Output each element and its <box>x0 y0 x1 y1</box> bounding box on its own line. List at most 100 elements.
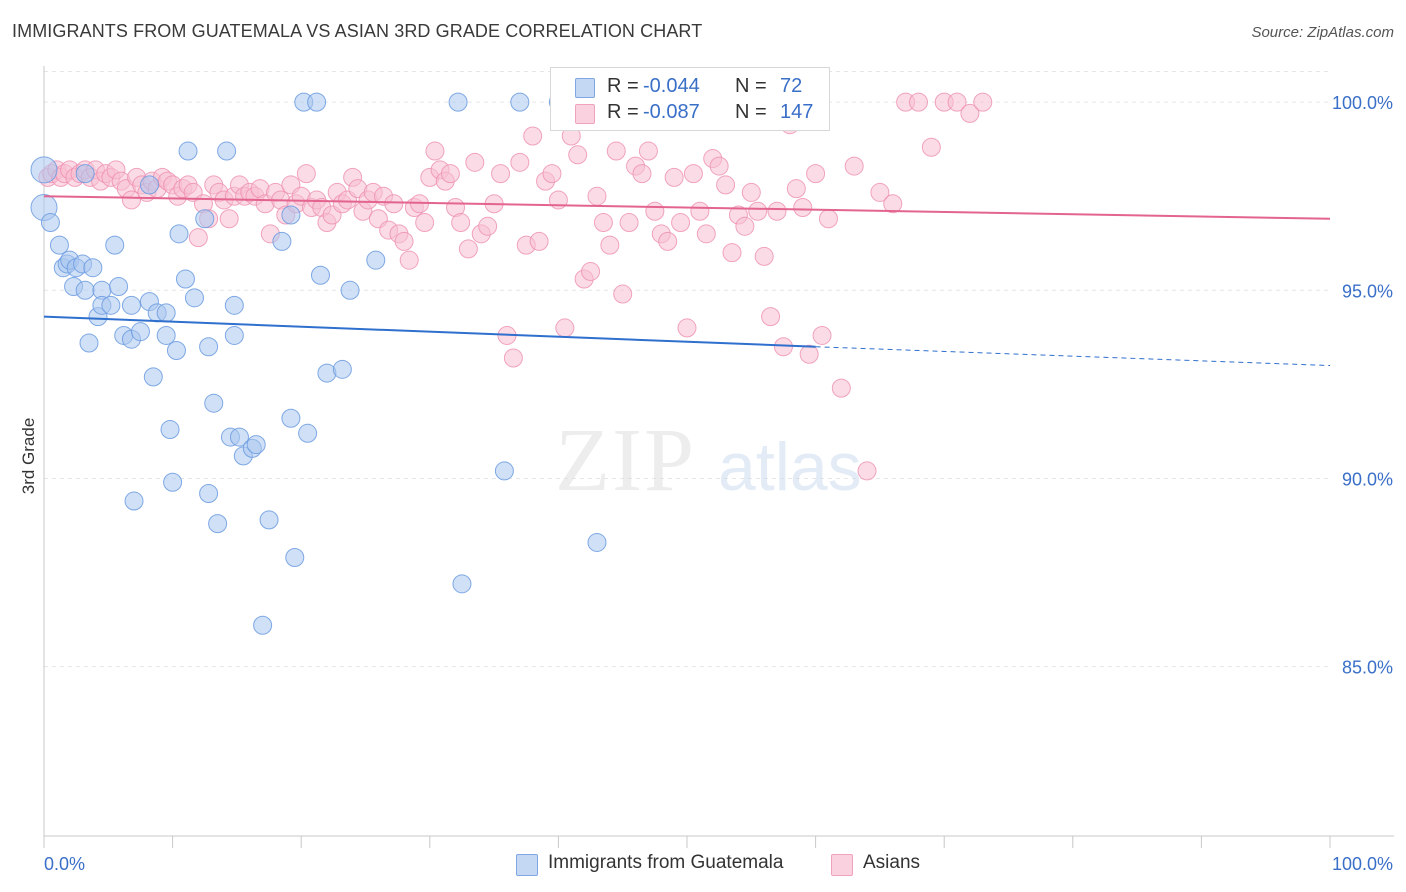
point-guatemala <box>246 435 266 455</box>
point-guatemala <box>204 393 224 413</box>
point-asians <box>638 141 658 161</box>
point-guatemala <box>452 574 472 594</box>
point-guatemala <box>259 510 279 530</box>
point-asians <box>451 213 471 233</box>
point-asians <box>677 318 697 338</box>
legend-r-label: R = <box>607 75 639 97</box>
point-asians <box>529 231 549 251</box>
point-asians <box>587 186 607 206</box>
point-asians <box>542 164 562 184</box>
watermark-atlas: atlas <box>718 429 862 505</box>
point-guatemala <box>156 303 176 323</box>
point-guatemala <box>143 367 163 387</box>
point-guatemala <box>40 213 60 233</box>
point-guatemala <box>224 295 244 315</box>
point-asians <box>296 164 316 184</box>
point-guatemala <box>83 258 103 278</box>
point-asians <box>696 224 716 244</box>
point-asians <box>478 216 498 236</box>
point-asians <box>690 201 710 221</box>
point-guatemala <box>101 295 121 315</box>
point-asians <box>425 141 445 161</box>
point-guatemala <box>217 141 237 161</box>
watermark: ZIP atlas <box>555 411 862 510</box>
point-guatemala <box>124 491 144 511</box>
y-tick-label: 100.0% <box>1332 93 1393 113</box>
point-asians <box>394 231 414 251</box>
point-guatemala <box>169 224 189 244</box>
point-asians <box>600 235 620 255</box>
point-asians <box>632 164 652 184</box>
point-guatemala <box>199 337 219 357</box>
point-asians <box>121 190 141 210</box>
point-asians <box>883 194 903 214</box>
point-guatemala <box>156 325 176 345</box>
point-guatemala <box>75 280 95 300</box>
legend-n-value: 147 <box>780 101 814 123</box>
point-asians <box>581 261 601 281</box>
grid-lines <box>44 71 1330 668</box>
point-guatemala <box>298 423 318 443</box>
point-guatemala <box>139 175 159 195</box>
point-guatemala <box>510 92 530 112</box>
point-asians <box>960 103 980 123</box>
point-guatemala <box>332 359 352 379</box>
point-asians <box>735 216 755 236</box>
point-asians <box>440 164 460 184</box>
legend-r-value: -0.044 <box>643 75 700 97</box>
legend-swatch-pink <box>575 104 595 124</box>
point-asians <box>399 250 419 270</box>
bottom-legend-swatch-pink <box>831 854 853 876</box>
point-guatemala <box>130 322 150 342</box>
trend-line-guatemala-extension <box>815 346 1331 367</box>
point-asians <box>947 92 967 112</box>
point-guatemala <box>49 235 69 255</box>
point-asians <box>761 307 781 327</box>
source-label: Source: ZipAtlas.com <box>1251 24 1394 41</box>
legend-n-label: N = <box>735 75 767 97</box>
point-asians <box>722 243 742 263</box>
point-asians <box>384 194 404 214</box>
point-guatemala <box>105 235 125 255</box>
point-guatemala <box>195 209 215 229</box>
point-guatemala <box>79 333 99 353</box>
point-asians <box>555 318 575 338</box>
point-asians <box>870 182 890 202</box>
point-asians <box>664 167 684 187</box>
point-asians <box>908 92 928 112</box>
point-guatemala <box>448 92 468 112</box>
trend-lines <box>43 195 1331 367</box>
point-asians <box>831 378 851 398</box>
tick-labels: 85.0% 90.0% 95.0% 100.0% 0.0% 100.0% 3rd Grade <box>19 93 1393 874</box>
point-guatemala <box>281 408 301 428</box>
point-asians <box>709 156 729 176</box>
point-asians <box>773 337 793 357</box>
point-asians <box>568 145 588 165</box>
point-asians <box>748 201 768 221</box>
legend-n-value: 72 <box>780 75 803 97</box>
point-guatemala <box>310 265 330 285</box>
point-asians <box>793 197 813 217</box>
point-guatemala <box>281 205 301 225</box>
point-guatemala <box>109 277 129 297</box>
x-tick-label-min: 0.0% <box>44 854 85 874</box>
point-asians <box>188 228 208 248</box>
point-asians <box>465 152 485 172</box>
point-guatemala <box>587 532 607 552</box>
trend-line-asians <box>43 195 1331 220</box>
point-asians <box>921 137 941 157</box>
y-tick-label: 85.0% <box>1342 658 1393 678</box>
point-guatemala <box>75 164 95 184</box>
point-guatemala <box>494 461 514 481</box>
point-guatemala <box>340 280 360 300</box>
y-tick-label: 95.0% <box>1342 281 1393 301</box>
point-guatemala <box>163 472 183 492</box>
point-asians <box>844 156 864 176</box>
point-asians <box>857 461 877 481</box>
point-asians <box>799 344 819 364</box>
point-guatemala <box>160 420 180 440</box>
point-guatemala <box>121 295 141 315</box>
legend-swatch-blue <box>575 78 595 98</box>
legend: R = -0.044 N = 72 R = -0.087 N = 147 <box>550 67 830 131</box>
